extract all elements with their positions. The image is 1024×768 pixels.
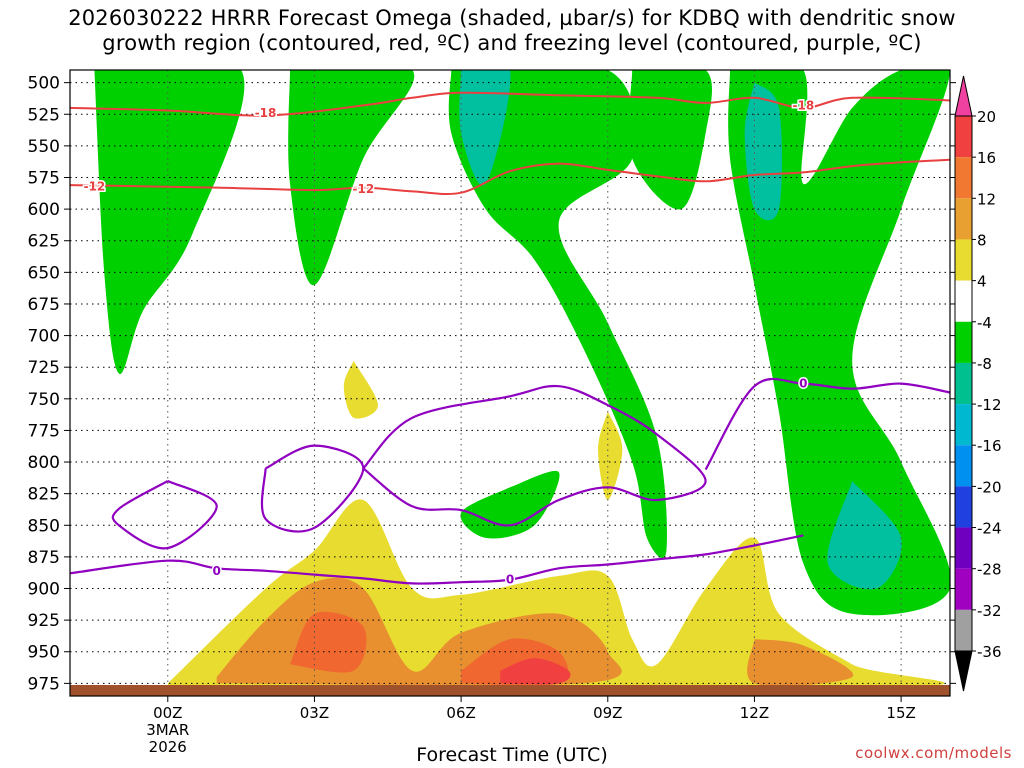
colorbar-bin-12 [955,609,972,651]
contour-label-1: -18 [792,98,814,112]
y-tick-label-800: 800 [28,453,60,473]
y-tick-label-575: 575 [28,168,60,188]
contour-label-0: -18 [255,106,277,120]
contour-label-3: -12 [352,182,374,196]
y-tick-label-900: 900 [28,580,60,600]
y-tick-label-850: 850 [28,516,60,536]
contour-label-2: -12 [84,179,106,193]
colorbar-bin-5 [955,321,972,363]
ground-surface [70,685,950,696]
x-tick-sublabel-year: 2026 [149,738,187,756]
y-tick-label-525: 525 [28,105,60,125]
y-tick-label-725: 725 [28,358,60,378]
x-tick-label-15Z: 15Z [886,704,915,722]
dgz-contour-0 [70,91,950,117]
y-tick-label-925: 925 [28,611,60,631]
x-tick-label-12Z: 12Z [740,704,769,722]
colorbar-label-8: 8 [977,231,987,249]
contour-layer: -18 -18 -12 -12 0 0 0 [70,91,950,588]
omega-region-teal-8 [827,481,902,590]
y-tick-label-950: 950 [28,643,60,663]
x-tick-label-00Z: 00Z [153,704,182,722]
colorbar-bin-1 [955,157,972,199]
contour-label-6: 0 [799,377,807,391]
colorbar-label--20: -20 [977,478,1002,496]
colorbar-bin-11 [955,568,972,610]
freezing-contour-1 [111,479,218,550]
colorbar-bin-6 [955,362,972,405]
colorbar-label-16: 16 [977,149,996,167]
colorbar-label-12: 12 [977,190,996,208]
dgz-contour-1 [70,158,950,196]
omega-region-yellow-10 [343,360,378,419]
omega-region-green-4 [728,70,950,616]
colorbar-bin-7 [955,404,972,446]
y-tick-label-500: 500 [28,74,60,94]
x-tick-label-03Z: 03Z [300,704,329,722]
colorbar-bin-3 [955,239,972,281]
omega-shading-layer [94,70,950,689]
colorbar-bin-8 [955,445,972,487]
y-tick-label-775: 775 [28,421,60,441]
x-tick-label-09Z: 09Z [593,704,622,722]
plot-frame [69,69,951,697]
y-tick-label-825: 825 [28,485,60,505]
colorbar-bin-4 [955,280,972,322]
colorbar-label--12: -12 [977,396,1002,414]
freezing-contour-4 [704,377,950,471]
y-tick-label-675: 675 [28,295,60,315]
omega-region-green-0 [94,70,245,374]
colorbar-bin-9 [955,486,972,528]
y-tick-label-600: 600 [28,200,60,220]
y-tick-label-975: 975 [28,674,60,694]
y-axis: 500 525 550 575 600 625 650 675 700 725 750 775 800 8… [28,74,956,694]
colorbar-label--8: -8 [977,355,992,373]
colorbar-label--28: -28 [977,561,1002,579]
y-tick-label-650: 650 [28,263,60,283]
omega-region-teal-6 [459,70,511,186]
chart-title-line2: growth region (contoured, red, ºC) and f… [102,31,922,55]
colorbar-bin-10 [955,527,972,569]
y-tick-label-700: 700 [28,327,60,347]
colorbar-label--36: -36 [977,643,1002,661]
colorbar: 20 16 12 8 4 -4 -8 -12 -16 -20 -24 -28 -32 -36 [954,75,1002,692]
omega-region-redorange-14 [290,611,367,673]
colorbar-label--16: -16 [977,437,1002,455]
freezing-contour-3 [362,384,707,527]
y-tick-label-625: 625 [28,232,60,252]
colorbar-label-20: 20 [977,108,996,126]
y-tick-label-550: 550 [28,137,60,157]
omega-region-orange-13 [747,639,854,687]
colorbar-label--32: -32 [977,602,1002,620]
x-tick-label-06Z: 06Z [446,704,475,722]
omega-region-green-3 [628,70,712,210]
chart-title: 2026030222 HRRR Forecast Omega (shaded, … [0,6,1024,56]
contour-label-5: 0 [506,573,514,587]
colorbar-bin-2 [955,198,972,240]
omega-region-red-16 [500,658,571,685]
colorbar-bin-0 [955,116,972,158]
freezing-contour-2 [260,444,365,533]
colorbar-cap-bottom [954,650,973,692]
colorbar-cap-top [954,75,973,117]
omega-region-green-2 [448,70,667,558]
y-tick-label-750: 750 [28,390,60,410]
freezing-contour-0 [70,534,804,585]
omega-region-yellow-11 [598,411,623,500]
colorbar-label--24: -24 [977,520,1002,538]
colorbar-label-4: 4 [977,273,987,291]
y-tick-label-875: 875 [28,548,60,568]
site-credit[interactable]: coolwx.com/models [855,744,1012,762]
x-axis-title: Forecast Time (UTC) [416,744,608,766]
chart-title-line1: 2026030222 HRRR Forecast Omega (shaded, … [68,6,956,30]
omega-region-green-1 [288,70,415,286]
x-tick-sublabel-date: 3MAR [146,721,189,739]
contour-label-4: 0 [212,564,220,578]
colorbar-label--4: -4 [977,314,992,332]
omega-region-green-5 [460,470,560,539]
